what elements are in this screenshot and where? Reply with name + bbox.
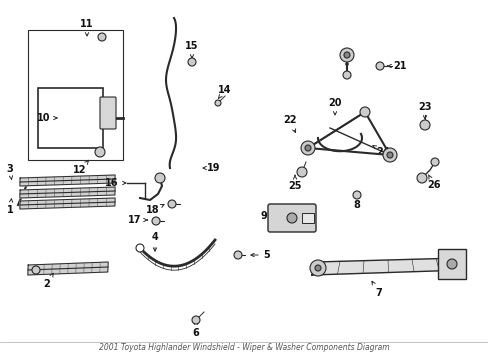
Text: 17: 17 — [128, 215, 147, 225]
Circle shape — [339, 48, 353, 62]
Text: 2001 Toyota Highlander Windshield - Wiper & Washer Components Diagram: 2001 Toyota Highlander Windshield - Wipe… — [99, 343, 389, 352]
Text: 22: 22 — [283, 115, 296, 132]
Text: 24: 24 — [372, 145, 389, 157]
Circle shape — [375, 62, 383, 70]
Circle shape — [430, 158, 438, 166]
Text: 2: 2 — [43, 273, 53, 289]
Circle shape — [152, 217, 160, 225]
Circle shape — [95, 147, 105, 157]
Circle shape — [98, 33, 106, 41]
Circle shape — [32, 266, 40, 274]
Polygon shape — [311, 258, 464, 275]
Circle shape — [342, 71, 350, 79]
Text: 6: 6 — [192, 321, 199, 338]
Text: 8: 8 — [353, 194, 360, 210]
Bar — [302, 213, 313, 223]
Circle shape — [382, 148, 396, 162]
Text: 25: 25 — [287, 175, 301, 191]
Text: 11: 11 — [80, 19, 94, 36]
Circle shape — [136, 244, 143, 252]
Text: 13: 13 — [340, 50, 353, 67]
Circle shape — [446, 259, 456, 269]
Circle shape — [192, 316, 200, 324]
Text: 18: 18 — [146, 204, 163, 215]
Text: 1: 1 — [7, 199, 13, 215]
Text: 23: 23 — [417, 102, 431, 119]
Text: 20: 20 — [327, 98, 341, 115]
Text: 5: 5 — [250, 250, 270, 260]
Text: 19: 19 — [203, 163, 220, 173]
Circle shape — [359, 107, 369, 117]
Text: 12: 12 — [73, 160, 89, 175]
Text: 7: 7 — [371, 281, 382, 298]
FancyBboxPatch shape — [100, 97, 116, 129]
Polygon shape — [20, 187, 115, 198]
Text: 14: 14 — [218, 85, 231, 98]
Circle shape — [343, 52, 349, 58]
Circle shape — [286, 213, 296, 223]
Text: 9: 9 — [260, 211, 273, 221]
Text: 21: 21 — [387, 61, 406, 71]
Circle shape — [234, 251, 242, 259]
Circle shape — [305, 145, 310, 151]
Bar — [28, 30, 123, 160]
Circle shape — [296, 167, 306, 177]
Bar — [38, 88, 103, 148]
Text: 4: 4 — [151, 232, 158, 251]
FancyBboxPatch shape — [267, 204, 315, 232]
Circle shape — [215, 100, 221, 106]
Text: 16: 16 — [105, 178, 125, 188]
Circle shape — [386, 152, 392, 158]
Text: 3: 3 — [7, 164, 13, 180]
Polygon shape — [28, 262, 108, 275]
Polygon shape — [20, 175, 115, 186]
Circle shape — [155, 173, 164, 183]
Circle shape — [352, 191, 360, 199]
Circle shape — [168, 200, 176, 208]
Text: 26: 26 — [427, 175, 440, 190]
Text: 10: 10 — [37, 113, 57, 123]
Circle shape — [419, 120, 429, 130]
Circle shape — [301, 141, 314, 155]
Polygon shape — [20, 198, 115, 209]
Circle shape — [314, 265, 320, 271]
Bar — [437, 249, 465, 279]
Circle shape — [187, 58, 196, 66]
Text: 15: 15 — [185, 41, 198, 58]
Circle shape — [309, 260, 325, 276]
Circle shape — [416, 173, 426, 183]
